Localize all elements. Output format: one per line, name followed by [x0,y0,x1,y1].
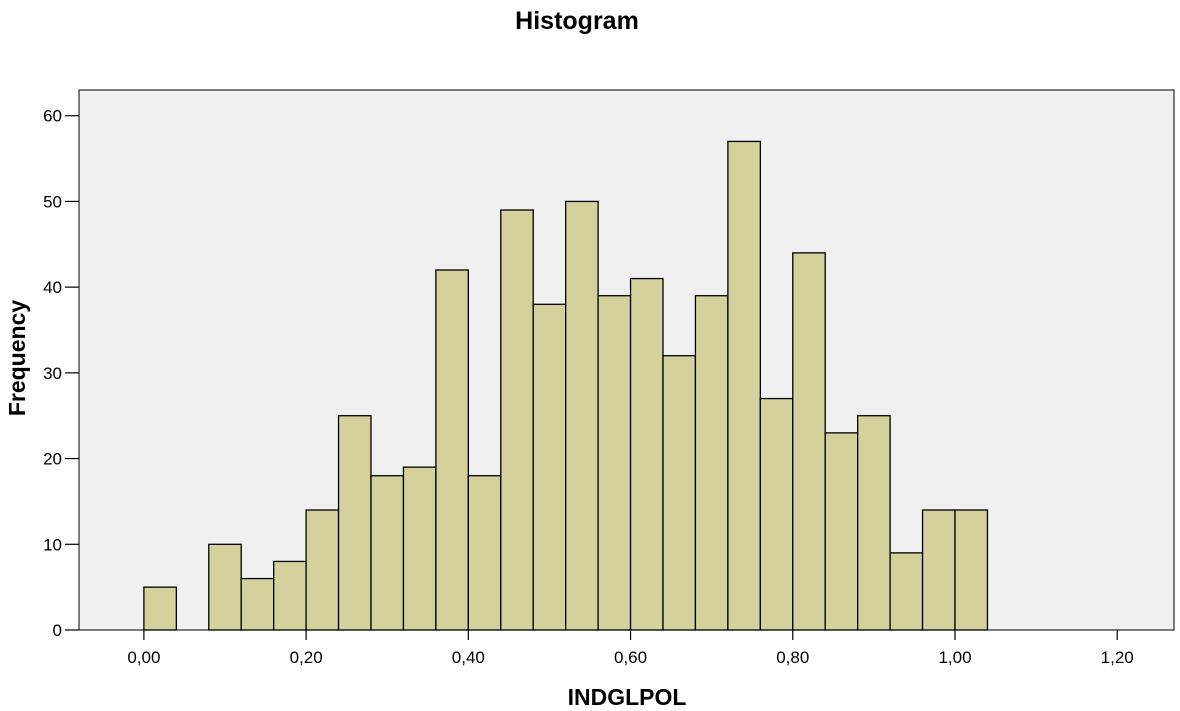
histogram-bar [694,295,729,631]
x-axis: 0,00 0,20 0,40 0,60 0,80 1,00 1,20 [127,630,1134,667]
x-tick-label: 0,80 [776,648,809,667]
histogram-bar [435,269,469,631]
histogram-bar [662,355,697,631]
histogram-bar [889,552,924,631]
y-tick-label: 40 [43,278,62,297]
chart-title: Histogram [515,7,639,35]
histogram-bar [143,586,177,631]
y-tick-label: 30 [43,364,62,383]
y-tick-label: 20 [43,450,62,469]
histogram-bar [954,509,989,631]
histogram-bar [597,295,632,631]
x-tick-label: 0,40 [452,648,485,667]
histogram-bar [370,475,405,631]
x-tick-label: 1,20 [1101,648,1134,667]
x-tick-label: 0,20 [290,648,323,667]
histogram-bar [402,466,437,631]
histogram-bar [857,415,891,631]
histogram-bar [273,560,307,631]
histogram-bar [921,509,956,631]
x-tick-label: 0,00 [127,648,160,667]
histogram-bar [240,577,275,631]
y-axis-label: Frequency [4,300,30,417]
histogram-bar [532,303,567,631]
histogram-bar [467,475,502,631]
y-tick-label: 0 [53,621,62,640]
histogram-bar [727,140,761,631]
histogram-bar [792,252,826,631]
x-tick-label: 0,60 [614,648,647,667]
histogram-bar [629,277,664,631]
x-tick-label: 1,00 [938,648,971,667]
y-axis: 0 10 20 30 40 50 60 [43,107,79,640]
x-axis-label: INDGLPOL [568,684,687,710]
bars-group [143,140,989,631]
histogram-bar [759,397,794,631]
histogram-bar [337,415,372,631]
histogram-bar [565,200,599,631]
histogram-bar [824,432,859,631]
y-tick-label: 50 [43,192,62,211]
histogram-bar [305,509,340,631]
y-tick-label: 10 [43,535,62,554]
histogram-bar [208,543,242,631]
y-tick-label: 60 [43,107,62,126]
histogram-bar [500,209,534,631]
